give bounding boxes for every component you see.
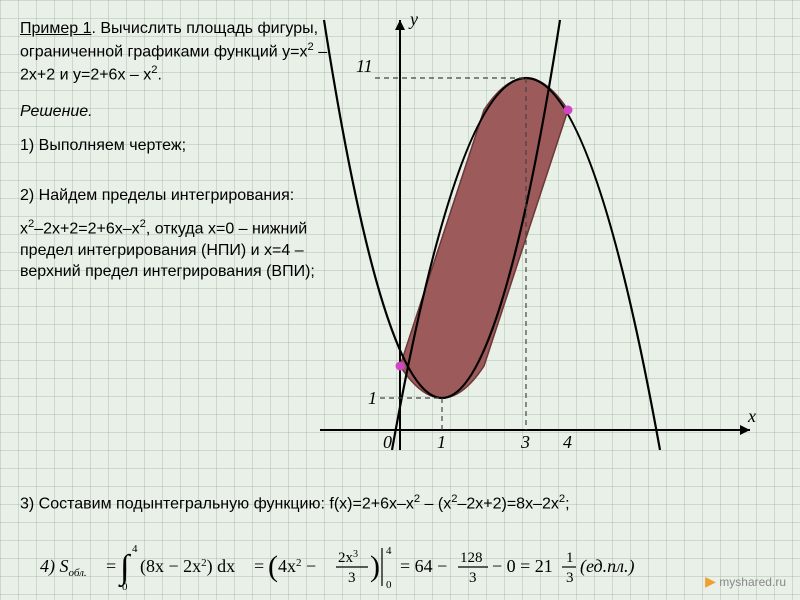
svg-text:4: 4: [132, 543, 138, 555]
point-lower: [396, 362, 405, 371]
svg-text:1: 1: [566, 550, 574, 566]
svg-text:3: 3: [348, 570, 356, 586]
watermark: ▶ myshared.ru: [705, 573, 786, 590]
svg-text:128: 128: [460, 550, 483, 566]
svg-text:11: 11: [356, 56, 373, 76]
svg-text:4) Sобл.: 4) Sобл.: [40, 556, 87, 579]
step-2b: x2–2x+2=2+6x–x2, откуда x=0 – нижний пре…: [20, 217, 350, 283]
chart: y x 0 1 3 4 1 11: [320, 10, 760, 450]
svg-text:4: 4: [386, 545, 392, 557]
svg-text:): ): [370, 550, 380, 583]
svg-text:3: 3: [520, 432, 530, 450]
svg-text:=: =: [254, 556, 264, 576]
slide-content: Пример 1. Вычислить площадь фигуры, огра…: [0, 0, 800, 600]
svg-text:(8x − 2x2) dx: (8x − 2x2) dx: [140, 556, 235, 577]
step-1: 1) Выполняем чертеж;: [20, 135, 350, 157]
svg-text:3: 3: [469, 570, 477, 586]
x-axis-label: x: [747, 406, 756, 426]
svg-text:1: 1: [368, 388, 377, 408]
svg-text:(ед.пл.): (ед.пл.): [580, 556, 634, 577]
y-axis-label: y: [408, 10, 418, 29]
svg-text:4x2 −: 4x2 −: [278, 556, 316, 576]
svg-text:3: 3: [566, 570, 574, 586]
svg-text:(: (: [268, 550, 278, 583]
problem-statement: Пример 1. Вычислить площадь фигуры, огра…: [20, 18, 350, 85]
step-2: 2) Найдем пределы интегрирования:: [20, 185, 350, 207]
svg-text:=: =: [106, 556, 116, 576]
svg-text:1: 1: [437, 432, 446, 450]
svg-text:0: 0: [386, 579, 392, 591]
example-label: Пример 1: [20, 20, 91, 37]
svg-text:0: 0: [383, 432, 392, 450]
play-icon: ▶: [705, 573, 716, 589]
svg-text:4: 4: [563, 432, 572, 450]
svg-text:= 64 −: = 64 −: [400, 556, 447, 576]
step-3: 3) Составим подынтегральную функцию: f(x…: [20, 492, 760, 515]
svg-text:0: 0: [122, 581, 128, 592]
formula-step-4: 4) Sобл. = ∫ 4 0 (8x − 2x2) dx = ( 4x2 −…: [40, 540, 760, 592]
svg-text:− 0 = 21: − 0 = 21: [492, 556, 553, 576]
point-upper: [564, 106, 573, 115]
text-column: Пример 1. Вычислить площадь фигуры, огра…: [20, 18, 350, 283]
solution-label: Решение.: [20, 103, 350, 121]
svg-text:2x3: 2x3: [338, 549, 358, 566]
